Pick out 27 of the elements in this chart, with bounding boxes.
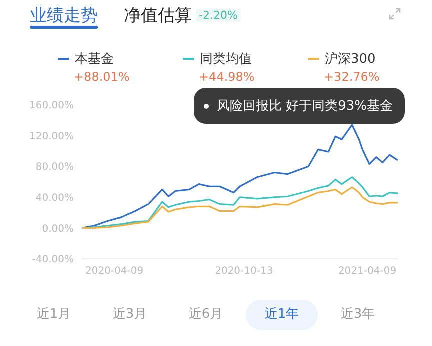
y-tick-label: 80.00% [36,162,74,174]
legend-label: 沪深300 [325,51,376,68]
line-series [82,124,398,229]
text: +32.76% [324,70,380,84]
y-tick-label: 160.00% [30,100,74,112]
x-tick-label: 2020-10-13 [215,266,274,278]
text: 近3月 [112,306,148,324]
y-tick-label: 120.00% [30,131,74,142]
text: 近3年 [340,306,376,324]
text: 业绩走势 [30,5,98,27]
legend-label: 本基金 [75,51,114,68]
text: +44.98% [199,70,255,84]
text: +88.01% [74,70,130,84]
text: 净值估算 [124,5,192,27]
text: 近1月 [36,306,72,324]
line-series [82,176,398,229]
y-tick-label: 40.00% [36,192,74,204]
line-series [82,186,398,229]
y-tick-label: 0.00% [42,224,74,235]
legend-label: 同类均值 [200,51,252,68]
text: 近6月 [188,306,224,324]
x-tick-label: 2020-04-09 [86,266,144,278]
annotation: 风险回报比 好于同类93%基金 [217,98,394,115]
y-tick-label: -40.00% [32,254,74,266]
text: -2.20% [196,9,241,22]
text: 近1年 [246,300,318,330]
x-tick-label: 2021-04-09 [338,266,397,278]
